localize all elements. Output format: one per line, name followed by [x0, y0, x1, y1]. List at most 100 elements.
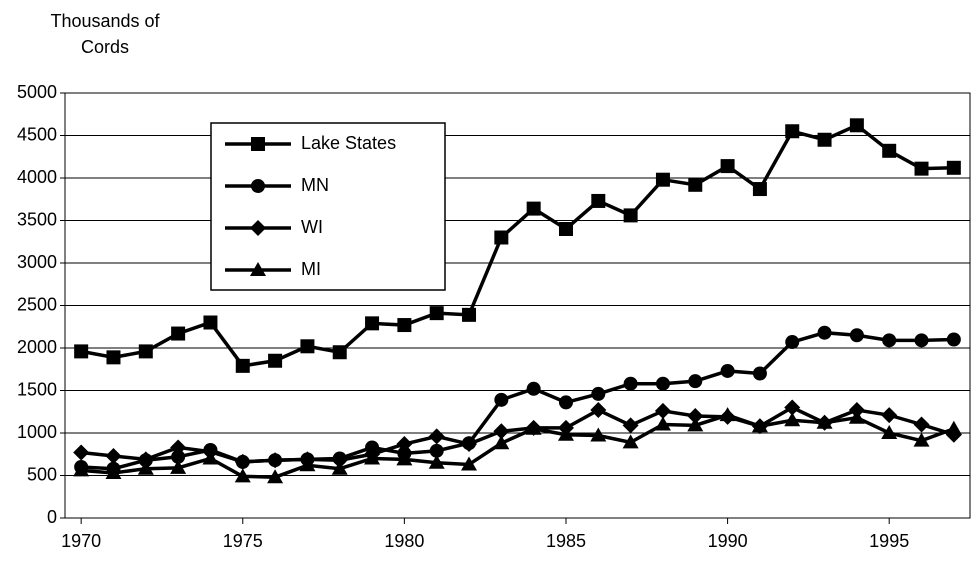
- data-point: [817, 325, 832, 340]
- data-point: [720, 363, 735, 378]
- legend-label: MI: [301, 259, 321, 279]
- data-point: [203, 315, 218, 330]
- data-point: [267, 469, 284, 484]
- legend-label: WI: [301, 217, 323, 237]
- data-point: [397, 318, 412, 333]
- data-point: [493, 435, 510, 450]
- y-tick-label: 2000: [17, 337, 57, 357]
- x-tick-label: 1970: [61, 531, 101, 551]
- data-point: [396, 451, 413, 466]
- data-point: [785, 124, 800, 139]
- data-point: [946, 332, 961, 347]
- data-point: [137, 451, 154, 468]
- y-tick-label: 1500: [17, 379, 57, 399]
- data-point: [74, 344, 89, 359]
- data-point: [558, 395, 573, 410]
- data-point: [784, 412, 801, 427]
- data-point: [654, 402, 671, 419]
- data-point: [396, 436, 413, 453]
- data-point: [268, 353, 283, 368]
- legend-marker: [251, 137, 265, 151]
- data-point: [170, 459, 187, 474]
- series-line: [80, 405, 955, 464]
- data-point: [526, 201, 541, 216]
- data-point: [817, 132, 832, 147]
- data-point: [945, 420, 962, 435]
- data-point: [299, 457, 316, 472]
- data-point: [494, 392, 509, 407]
- data-point: [591, 386, 606, 401]
- data-point: [914, 333, 929, 348]
- data-point: [494, 230, 509, 245]
- legend-label: MN: [301, 175, 329, 195]
- data-point: [73, 462, 90, 477]
- data-point: [105, 447, 122, 464]
- data-point: [364, 450, 381, 465]
- data-point: [235, 358, 250, 373]
- data-point: [590, 402, 607, 419]
- y-tick-label: 1000: [17, 422, 57, 442]
- data-point: [461, 456, 478, 471]
- x-tick-label: 1990: [708, 531, 748, 551]
- data-point: [106, 350, 121, 365]
- data-point: [428, 428, 445, 445]
- x-tick-label: 1980: [384, 531, 424, 551]
- data-point: [525, 420, 542, 435]
- data-point: [622, 417, 639, 434]
- data-point: [623, 376, 638, 391]
- data-point: [913, 432, 930, 447]
- data-point: [751, 418, 768, 433]
- data-point: [557, 426, 574, 441]
- y-tick-label: 500: [27, 464, 57, 484]
- data-point: [171, 449, 186, 464]
- data-point: [558, 222, 573, 236]
- data-point: [622, 434, 639, 449]
- data-point: [687, 408, 704, 424]
- data-point: [590, 427, 607, 442]
- data-point: [105, 464, 122, 479]
- data-point: [73, 444, 90, 461]
- data-point: [170, 439, 187, 456]
- data-point: [591, 193, 606, 208]
- data-point: [655, 376, 670, 391]
- data-point: [881, 407, 898, 424]
- data-point: [429, 443, 444, 458]
- data-point: [234, 453, 251, 470]
- data-point: [655, 172, 670, 187]
- data-point: [785, 335, 800, 350]
- data-point: [914, 161, 929, 176]
- data-point: [267, 452, 284, 469]
- data-point: [849, 328, 864, 343]
- data-point: [881, 425, 898, 439]
- data-point: [461, 436, 478, 453]
- x-tick-label: 1975: [223, 531, 263, 551]
- data-point: [493, 423, 510, 440]
- plot-border: [64, 92, 971, 519]
- data-point: [138, 344, 153, 359]
- legend-marker: [250, 262, 266, 276]
- data-point: [752, 366, 767, 381]
- data-point: [849, 118, 864, 133]
- data-point: [331, 452, 348, 469]
- series-line: [80, 123, 954, 368]
- data-point: [946, 160, 961, 175]
- series-line: [81, 413, 955, 479]
- legend-label: Lake States: [301, 133, 396, 153]
- data-point: [428, 454, 445, 469]
- y-tick-label: 4500: [17, 124, 57, 144]
- data-point: [171, 326, 186, 341]
- data-point: [719, 407, 736, 422]
- data-point: [526, 381, 541, 396]
- data-point: [816, 414, 833, 429]
- y-axis-label: Thousands of Cords: [50, 11, 160, 57]
- legend-box: [210, 122, 446, 291]
- data-point: [688, 177, 703, 192]
- y-tick-label: 3500: [17, 209, 57, 229]
- data-point: [752, 182, 767, 197]
- data-point: [202, 450, 219, 465]
- data-point: [137, 460, 154, 475]
- data-point: [688, 374, 703, 389]
- data-point: [882, 143, 897, 158]
